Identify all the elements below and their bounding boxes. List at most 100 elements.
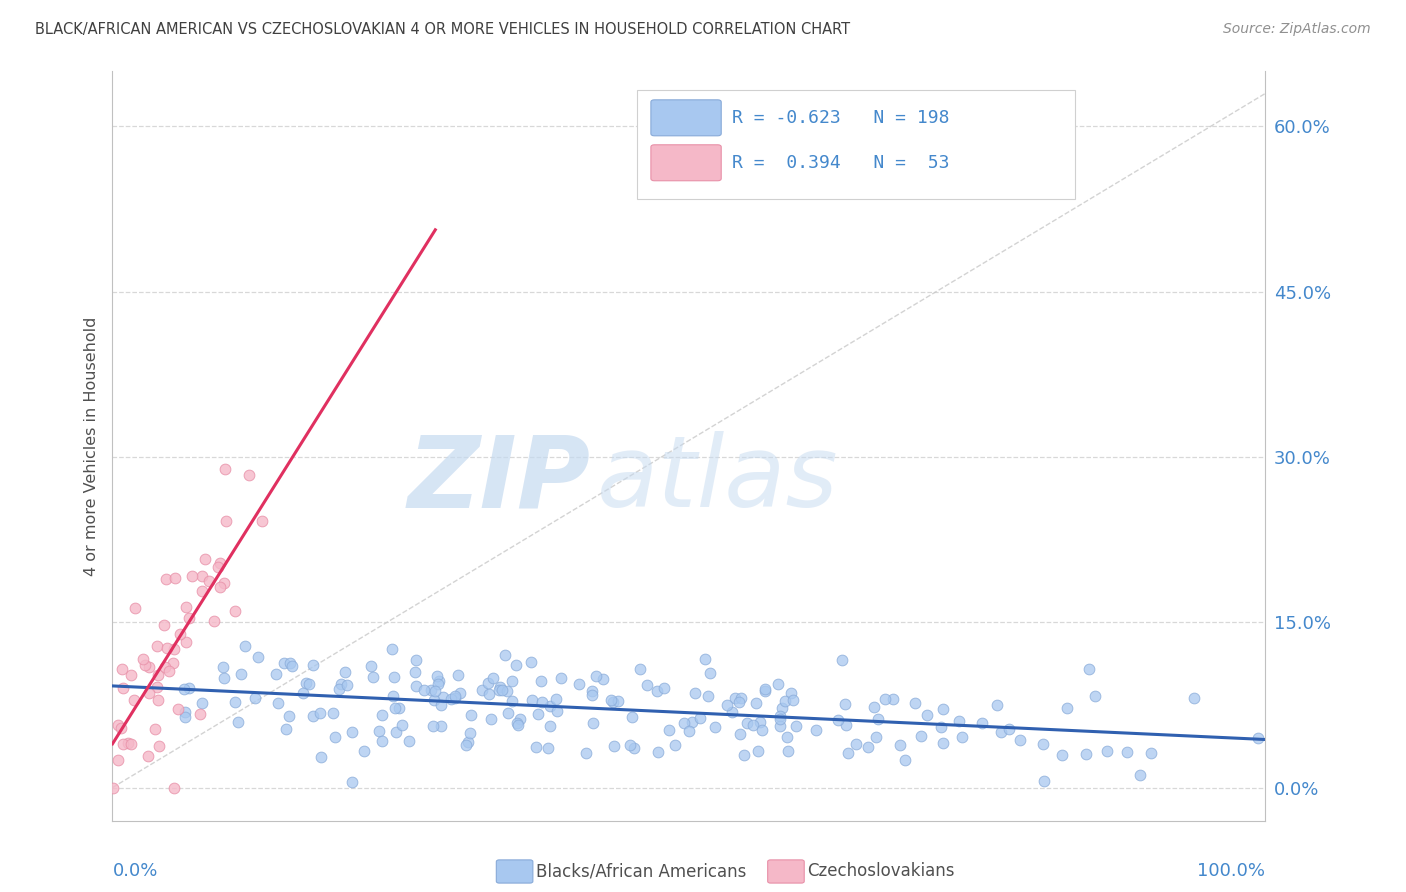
Point (120, 668, 142, 682)
Point (948, 714, 970, 728)
Point (831, 653, 853, 667)
Point (804, 723, 827, 737)
Point (228, 715, 250, 730)
Point (827, 713, 849, 727)
Point (546, 704, 568, 718)
FancyBboxPatch shape (651, 100, 721, 136)
Point (716, 698, 738, 712)
Point (336, 678, 359, 692)
Point (478, 686, 501, 700)
Point (163, 780, 186, 795)
Point (689, 711, 711, 725)
Point (457, 735, 479, 749)
Point (582, 715, 605, 730)
Point (735, 715, 758, 730)
Point (780, 686, 803, 700)
Point (190, 568, 212, 582)
Point (530, 695, 553, 709)
Point (856, 740, 879, 755)
Point (837, 747, 859, 761)
Point (169, 627, 191, 641)
Point (447, 668, 470, 682)
Point (384, 725, 406, 739)
Point (138, 685, 160, 699)
Point (505, 657, 527, 672)
Point (426, 668, 449, 682)
Point (381, 641, 404, 656)
Point (866, 712, 889, 726)
Point (134, 657, 156, 672)
Point (167, 702, 190, 716)
Point (273, 656, 295, 670)
Point (174, 706, 197, 720)
Point (291, 686, 314, 700)
Point (477, 676, 499, 690)
Point (733, 747, 755, 762)
Point (932, 702, 955, 716)
Point (157, 665, 180, 679)
Point (699, 666, 721, 681)
Point (600, 693, 623, 707)
Point (458, 726, 481, 740)
Point (224, 694, 246, 708)
Point (342, 724, 364, 739)
Point (471, 683, 494, 698)
Point (776, 744, 799, 758)
Point (333, 665, 356, 679)
Point (509, 712, 531, 726)
Point (495, 648, 517, 662)
Point (522, 692, 544, 706)
Point (681, 714, 703, 729)
Point (277, 708, 299, 723)
Point (145, 680, 167, 694)
Point (658, 723, 681, 737)
Point (776, 731, 799, 745)
Point (111, 737, 134, 751)
FancyBboxPatch shape (651, 145, 721, 181)
Point (110, 662, 132, 676)
Text: Czechoslovakians: Czechoslovakians (807, 863, 955, 880)
Point (322, 706, 344, 720)
Point (398, 733, 420, 747)
Point (1084, 690, 1107, 704)
Point (773, 694, 796, 708)
Point (233, 639, 256, 653)
Point (405, 679, 427, 693)
Point (585, 669, 607, 683)
Point (427, 674, 450, 689)
Point (970, 715, 993, 730)
Point (723, 691, 745, 706)
Point (131, 652, 153, 666)
Point (247, 649, 270, 664)
Text: R =  0.394   N =  53: R = 0.394 N = 53 (731, 153, 949, 172)
Point (508, 717, 530, 731)
Point (501, 673, 523, 688)
Point (530, 674, 553, 689)
Text: Blacks/African Americans: Blacks/African Americans (536, 863, 747, 880)
Point (766, 676, 789, 690)
Point (932, 736, 955, 750)
Point (423, 684, 446, 698)
Point (1129, 767, 1152, 781)
Text: BLACK/AFRICAN AMERICAN VS CZECHOSLOVAKIAN 4 OR MORE VEHICLES IN HOUSEHOLD CORREL: BLACK/AFRICAN AMERICAN VS CZECHOSLOVAKIA… (35, 22, 851, 37)
Point (177, 681, 200, 696)
Point (148, 739, 170, 753)
Point (678, 723, 700, 738)
Point (440, 691, 463, 706)
Point (238, 468, 260, 483)
Point (703, 720, 725, 734)
Point (212, 672, 235, 686)
Point (544, 692, 567, 706)
Point (432, 690, 454, 704)
Point (581, 684, 603, 698)
Point (647, 684, 669, 698)
Point (250, 515, 273, 529)
Point (309, 706, 332, 720)
Point (103, 780, 125, 795)
Point (496, 684, 519, 698)
Point (165, 571, 187, 585)
Point (623, 740, 645, 755)
Point (384, 701, 406, 715)
Point (155, 640, 177, 655)
Point (340, 775, 363, 789)
